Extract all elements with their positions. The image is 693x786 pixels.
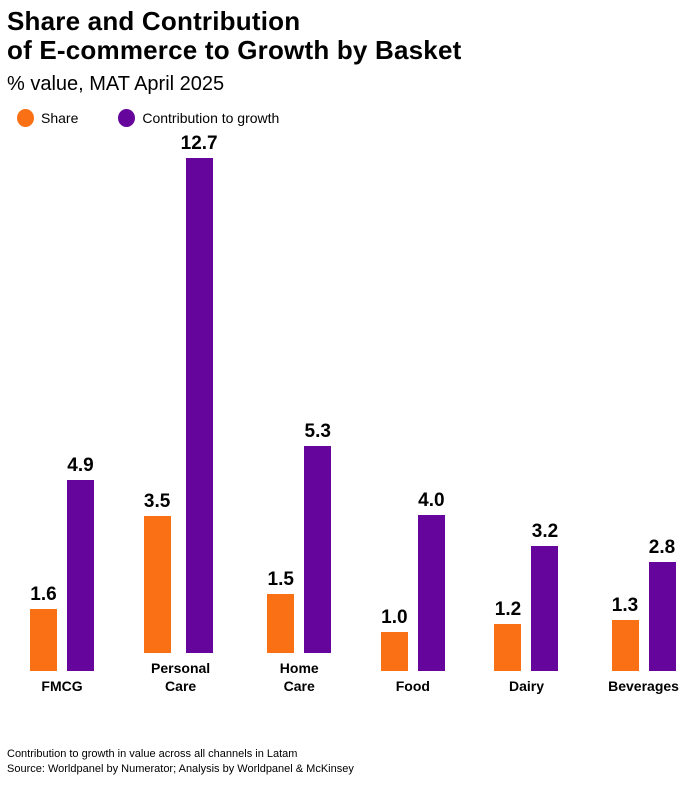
bar-group: 3.5 12.7 Personal Care [143, 133, 218, 695]
contribution-bar [185, 158, 213, 653]
bar-value-label: 1.2 [494, 598, 522, 620]
share-bar [143, 516, 171, 653]
contribution-bar [304, 446, 332, 653]
share-bar [267, 594, 295, 653]
bar-column: 1.6 [30, 584, 57, 671]
bar-group: 1.0 4.0 Food [380, 489, 445, 696]
contribution-bar [67, 479, 94, 671]
bar-pair: 3.5 12.7 [143, 133, 218, 653]
category-label: Home Care [279, 660, 319, 694]
bar-group: 1.3 2.8 Beverages [608, 537, 679, 696]
bar-value-label: 1.5 [267, 569, 294, 590]
bar-column: 1.2 [494, 598, 522, 671]
bar-pair: 1.3 2.8 [611, 536, 676, 671]
bar-value-label: 5.3 [304, 421, 331, 442]
chart-header: Share and Contribution of E-commerce to … [0, 0, 693, 128]
bar-value-label: 1.0 [381, 606, 408, 628]
bar-column: 1.5 [267, 569, 295, 653]
title-line-1: Share and Contribution [7, 6, 301, 36]
category-label: Personal Care [151, 660, 211, 694]
chart-legend: Share Contribution to growth [17, 109, 683, 128]
bar-column: 5.3 [304, 421, 332, 653]
share-legend-dot-icon [17, 109, 34, 128]
title-line-2: of E-commerce to Growth by Basket [7, 35, 462, 66]
bar-group: 1.6 4.9 FMCG [30, 455, 94, 696]
contribution-legend-dot-icon [118, 109, 136, 128]
chart-groups: 1.6 4.9 FMCG 3.5 12.7 Personal Care 1.5 5.3 Home… [0, 133, 693, 696]
source-line: Source: Worldpanel by Numerator; Analysi… [7, 763, 354, 776]
bar-value-label: 3.2 [531, 520, 559, 542]
share-bar [494, 623, 522, 671]
bar-column: 4.0 [417, 489, 445, 671]
legend-item-share: Share [17, 109, 79, 128]
bar-value-label: 12.7 [180, 133, 218, 154]
bar-column: 3.2 [531, 520, 559, 671]
contribution-bar [531, 545, 559, 671]
bar-pair: 1.6 4.9 [30, 455, 94, 671]
bar-value-label: 1.6 [30, 583, 57, 605]
bar-group: 1.5 5.3 Home Care [267, 421, 332, 695]
chart-footer: Contribution to growth in value across a… [7, 747, 354, 777]
legend-item-contribution: Contribution to growth [118, 109, 280, 128]
bar-value-label: 2.8 [648, 536, 676, 558]
category-label: Dairy [508, 677, 544, 694]
bar-column: 4.9 [67, 455, 94, 671]
bar-column: 12.7 [181, 133, 218, 653]
share-bar [611, 619, 639, 671]
page-title: Share and Contribution of E-commerce to … [7, 6, 683, 66]
chart-subtitle: % value, MAT April 2025 [7, 73, 225, 96]
bar-column: 1.3 [611, 594, 639, 671]
share-bar [380, 631, 408, 671]
bar-value-label: 4.9 [67, 454, 94, 476]
bar-value-label: 1.3 [611, 594, 639, 616]
bar-column: 1.0 [380, 606, 408, 671]
share-bar [30, 608, 57, 671]
bar-group: 1.2 3.2 Dairy [494, 520, 559, 696]
bar-value-label: 3.5 [143, 491, 171, 512]
bar-pair: 1.0 4.0 [380, 489, 445, 671]
bar-value-label: 4.0 [418, 489, 445, 511]
bar-column: 3.5 [143, 491, 171, 653]
bar-column: 2.8 [648, 536, 676, 671]
contribution-bar [417, 514, 445, 671]
legend-label-contribution: Contribution to growth [142, 110, 280, 127]
category-label: Beverages [608, 677, 679, 694]
bar-pair: 1.5 5.3 [267, 421, 332, 653]
category-label: Food [395, 677, 430, 694]
bar-pair: 1.2 3.2 [494, 520, 559, 671]
footnote: Contribution to growth in value across a… [7, 748, 298, 761]
legend-label-share: Share [41, 110, 79, 127]
category-label: FMCG [41, 677, 83, 694]
contribution-bar [648, 561, 676, 671]
